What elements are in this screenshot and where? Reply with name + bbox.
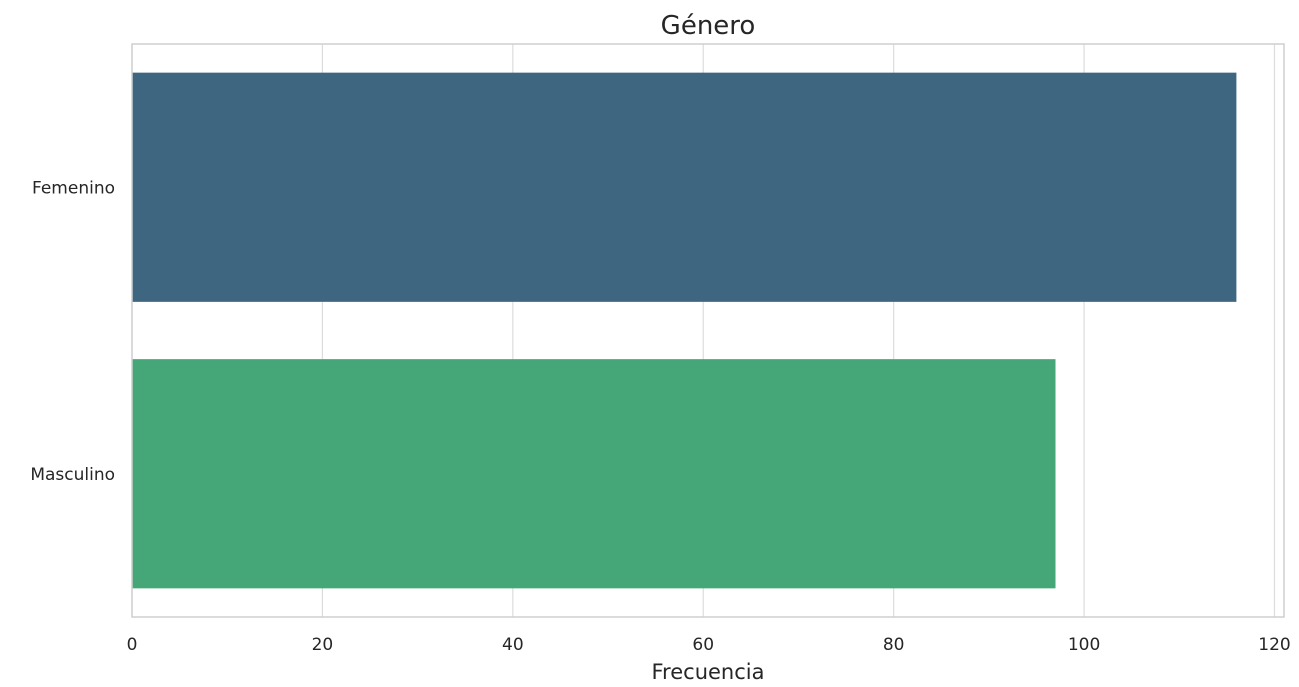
- x-tick-label-60: 60: [692, 635, 714, 655]
- chart-title: Género: [661, 11, 756, 41]
- x-tick-label-100: 100: [1068, 635, 1100, 655]
- y-category-label-masculino: Masculino: [30, 465, 115, 485]
- y-category-label-femenino: Femenino: [32, 178, 115, 198]
- x-tick-label-80: 80: [883, 635, 905, 655]
- bar-femenino: [132, 73, 1236, 302]
- x-tick-label-0: 0: [127, 635, 138, 655]
- x-tick-label-20: 20: [312, 635, 334, 655]
- x-axis-label: Frecuencia: [652, 660, 765, 684]
- x-tick-label-40: 40: [502, 635, 524, 655]
- x-tick-label-120: 120: [1258, 635, 1290, 655]
- bar-masculino: [132, 359, 1056, 588]
